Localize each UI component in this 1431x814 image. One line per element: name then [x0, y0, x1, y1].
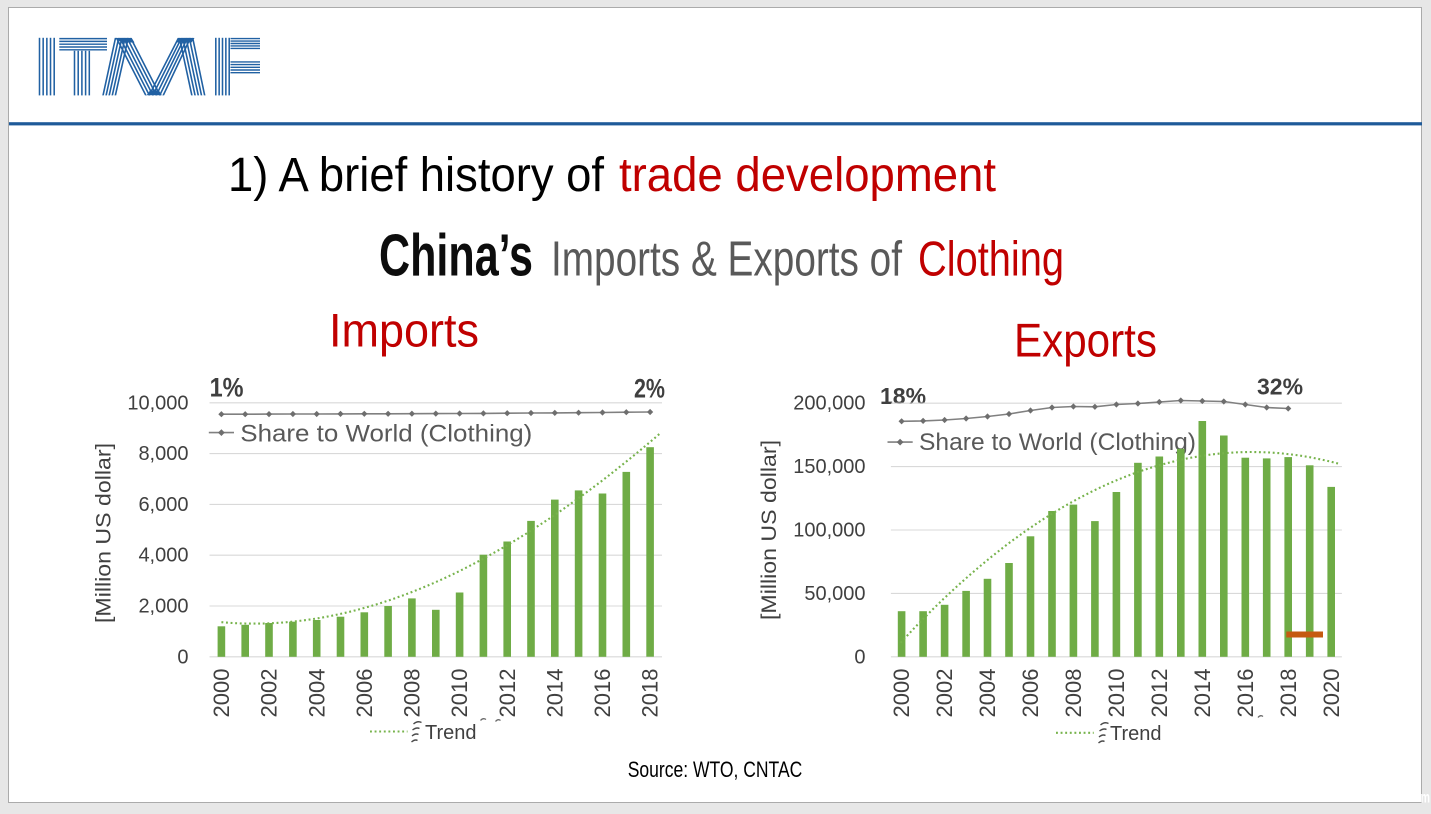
svg-text:2000: 2000	[209, 669, 234, 718]
svg-text:2010: 2010	[447, 669, 472, 718]
svg-text:Share to World (Clothing): Share to World (Clothing)	[240, 420, 532, 447]
svg-text:200,000: 200,000	[793, 393, 865, 415]
svg-text:2004: 2004	[304, 669, 329, 718]
svg-text:2008: 2008	[400, 669, 425, 718]
svg-text:10,000: 10,000	[127, 392, 188, 414]
svg-text:2004: 2004	[975, 669, 1000, 718]
svg-text:Imports: Imports	[329, 304, 479, 357]
svg-text:18%: 18%	[880, 383, 926, 409]
svg-text:trade development: trade development	[619, 149, 996, 202]
svg-text:Imports & Exports of: Imports & Exports of	[551, 232, 902, 286]
svg-text:Source: WTO, CNTAC: Source: WTO, CNTAC	[628, 757, 803, 782]
svg-text:4,000: 4,000	[138, 545, 188, 567]
svg-text:2014: 2014	[542, 669, 567, 718]
svg-text:Trend: Trend	[1110, 723, 1162, 745]
svg-text:[Million US dollar]: [Million US dollar]	[758, 440, 781, 620]
svg-text:1) A brief history of: 1) A brief history of	[228, 149, 605, 202]
svg-text:2016: 2016	[590, 669, 615, 718]
svg-text:2002: 2002	[257, 669, 282, 718]
svg-text:2010: 2010	[1104, 669, 1129, 718]
svg-text:Trend: Trend	[425, 722, 477, 744]
svg-text:1%: 1%	[210, 373, 244, 403]
svg-text:2012: 2012	[495, 669, 520, 718]
svg-text:[Million US dollar]: [Million US dollar]	[93, 443, 116, 623]
svg-text:2006: 2006	[352, 669, 377, 718]
svg-text:2%: 2%	[634, 373, 665, 403]
svg-text:2012: 2012	[1147, 669, 1172, 718]
svg-text:150,000: 150,000	[793, 456, 865, 478]
svg-text:6,000: 6,000	[138, 494, 188, 516]
svg-text:0: 0	[177, 646, 188, 668]
svg-text:Exports: Exports	[1014, 314, 1157, 367]
svg-text:2018: 2018	[1276, 669, 1301, 718]
svg-text:50,000: 50,000	[804, 583, 865, 605]
svg-text:m: m	[1421, 790, 1431, 807]
svg-text:0: 0	[854, 646, 865, 668]
svg-text:2006: 2006	[1018, 669, 1043, 718]
svg-text:2000: 2000	[889, 669, 914, 718]
svg-text:2016: 2016	[1233, 669, 1258, 718]
svg-text:2014: 2014	[1190, 669, 1215, 718]
svg-text:2008: 2008	[1061, 669, 1086, 718]
svg-text:China’s: China’s	[379, 222, 533, 288]
svg-text:2,000: 2,000	[138, 596, 188, 618]
svg-text:100,000: 100,000	[793, 520, 865, 542]
svg-text:2002: 2002	[932, 669, 957, 718]
svg-text:2020: 2020	[1319, 669, 1344, 718]
svg-text:8,000: 8,000	[138, 443, 188, 465]
svg-text:2018: 2018	[638, 669, 663, 718]
svg-text:Share to World (Clothing): Share to World (Clothing)	[919, 429, 1196, 456]
svg-text:32%: 32%	[1257, 374, 1303, 400]
svg-text:Clothing: Clothing	[918, 232, 1064, 286]
